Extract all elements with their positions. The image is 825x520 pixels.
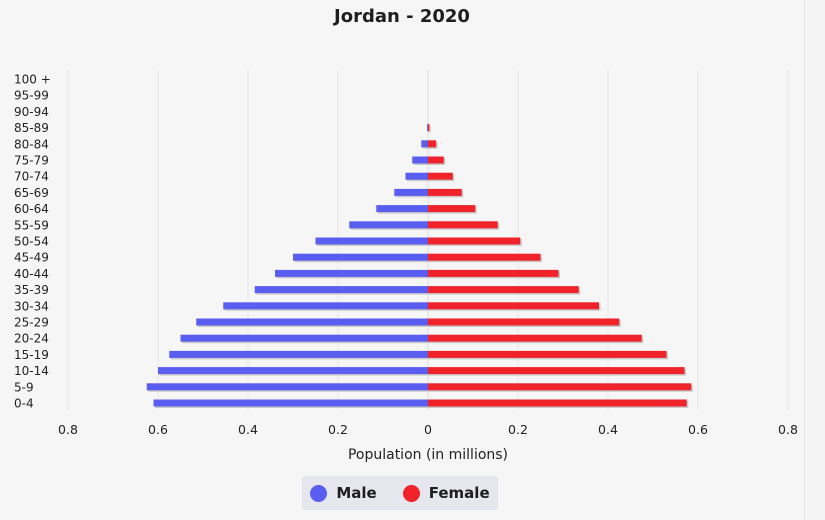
female-bar[interactable] xyxy=(428,302,599,310)
male-bar[interactable] xyxy=(153,399,429,407)
x-tick-label: 0 xyxy=(424,422,432,437)
legend-item-male[interactable]: Male xyxy=(310,484,377,502)
x-tick-label: 0.6 xyxy=(148,422,168,437)
male-bar[interactable] xyxy=(275,269,428,277)
y-tick-label: 30-34 xyxy=(14,299,49,313)
male-bar[interactable] xyxy=(146,383,428,391)
x-tick-label: 0.2 xyxy=(328,422,348,437)
male-bar[interactable] xyxy=(254,286,428,294)
male-bar[interactable] xyxy=(223,302,428,310)
male-bar[interactable] xyxy=(376,205,428,213)
female-bar[interactable] xyxy=(428,205,476,213)
female-bar[interactable] xyxy=(428,334,642,342)
male-bar[interactable] xyxy=(349,221,428,229)
female-bar[interactable] xyxy=(428,253,541,261)
y-tick-label: 80-84 xyxy=(14,137,49,151)
legend-label-female: Female xyxy=(428,484,490,502)
y-tick-label: 60-64 xyxy=(14,202,49,216)
x-tick-label: 0.8 xyxy=(778,422,798,437)
chart-title: Jordan - 2020 xyxy=(334,6,470,27)
circle-icon xyxy=(310,484,328,502)
female-bar[interactable] xyxy=(428,367,685,375)
population-pyramid-chart: 100 + 95-99 90-94 85-89 80-84 75-79 70-74 65-69… xyxy=(14,70,798,463)
y-tick-label: 85-89 xyxy=(14,121,49,135)
legend-item-female[interactable]: Female xyxy=(402,484,490,502)
legend-label-male: Male xyxy=(336,484,377,502)
x-tick-label: 0.4 xyxy=(238,422,258,437)
male-bar[interactable] xyxy=(169,350,428,358)
y-tick-label: 20-24 xyxy=(14,332,49,346)
female-bar[interactable] xyxy=(428,221,498,229)
female-bar[interactable] xyxy=(428,124,430,132)
male-bar[interactable] xyxy=(421,140,428,148)
y-tick-label: 75-79 xyxy=(14,154,49,168)
y-tick-label: 15-19 xyxy=(14,348,49,362)
bars xyxy=(146,124,693,408)
male-bar[interactable] xyxy=(315,237,429,245)
male-bar[interactable] xyxy=(412,156,428,164)
female-bar[interactable] xyxy=(428,237,521,245)
y-tick-label: 90-94 xyxy=(14,105,49,119)
male-bar[interactable] xyxy=(405,172,429,180)
y-tick-label: 65-69 xyxy=(14,186,49,200)
male-bar[interactable] xyxy=(293,253,428,261)
female-bar[interactable] xyxy=(428,140,437,148)
male-bar[interactable] xyxy=(196,318,428,326)
female-bar[interactable] xyxy=(428,172,453,180)
y-tick-label: 40-44 xyxy=(14,267,49,281)
female-bar-shadow xyxy=(429,125,431,133)
female-bar[interactable] xyxy=(428,188,462,196)
male-bar[interactable] xyxy=(180,334,429,342)
x-tick-label: 0.2 xyxy=(508,422,528,437)
male-bar[interactable] xyxy=(394,188,428,196)
y-axis-ticks: 100 + 95-99 90-94 85-89 80-84 75-79 70-74 65-69… xyxy=(14,73,51,411)
female-bar[interactable] xyxy=(428,318,620,326)
male-bar[interactable] xyxy=(158,367,428,375)
x-tick-label: 0.8 xyxy=(58,422,78,437)
y-tick-label: 5-9 xyxy=(14,380,34,394)
y-tick-label: 45-49 xyxy=(14,251,49,265)
circle-icon xyxy=(402,484,420,502)
x-tick-label: 0.4 xyxy=(598,422,618,437)
y-tick-label: 25-29 xyxy=(14,316,49,330)
male-bar[interactable] xyxy=(427,124,428,132)
female-bar[interactable] xyxy=(428,156,444,164)
y-tick-label: 10-14 xyxy=(14,364,49,378)
y-tick-label: 70-74 xyxy=(14,170,49,184)
chart-card: Jordan - 2020 100 + 95-99 90-94 85-89 80-84 7… xyxy=(14,0,805,520)
legend: Male Female xyxy=(302,476,498,510)
female-bar[interactable] xyxy=(428,399,687,407)
x-tick-label: 0.6 xyxy=(688,422,708,437)
y-tick-label: 0-4 xyxy=(14,397,34,411)
female-bar[interactable] xyxy=(428,286,579,294)
y-tick-label: 50-54 xyxy=(14,235,49,249)
female-bar[interactable] xyxy=(428,350,667,358)
y-tick-label: 95-99 xyxy=(14,89,49,103)
y-tick-label: 55-59 xyxy=(14,218,49,232)
y-tick-label: 100 + xyxy=(14,73,51,87)
female-bar[interactable] xyxy=(428,383,692,391)
x-axis-label: Population (in millions) xyxy=(348,447,508,463)
y-tick-label: 35-39 xyxy=(14,283,49,297)
female-bar[interactable] xyxy=(428,269,559,277)
x-axis-ticks: 0.8 0.6 0.4 0.2 0 0.2 0.4 0.6 0.8 xyxy=(58,422,798,437)
